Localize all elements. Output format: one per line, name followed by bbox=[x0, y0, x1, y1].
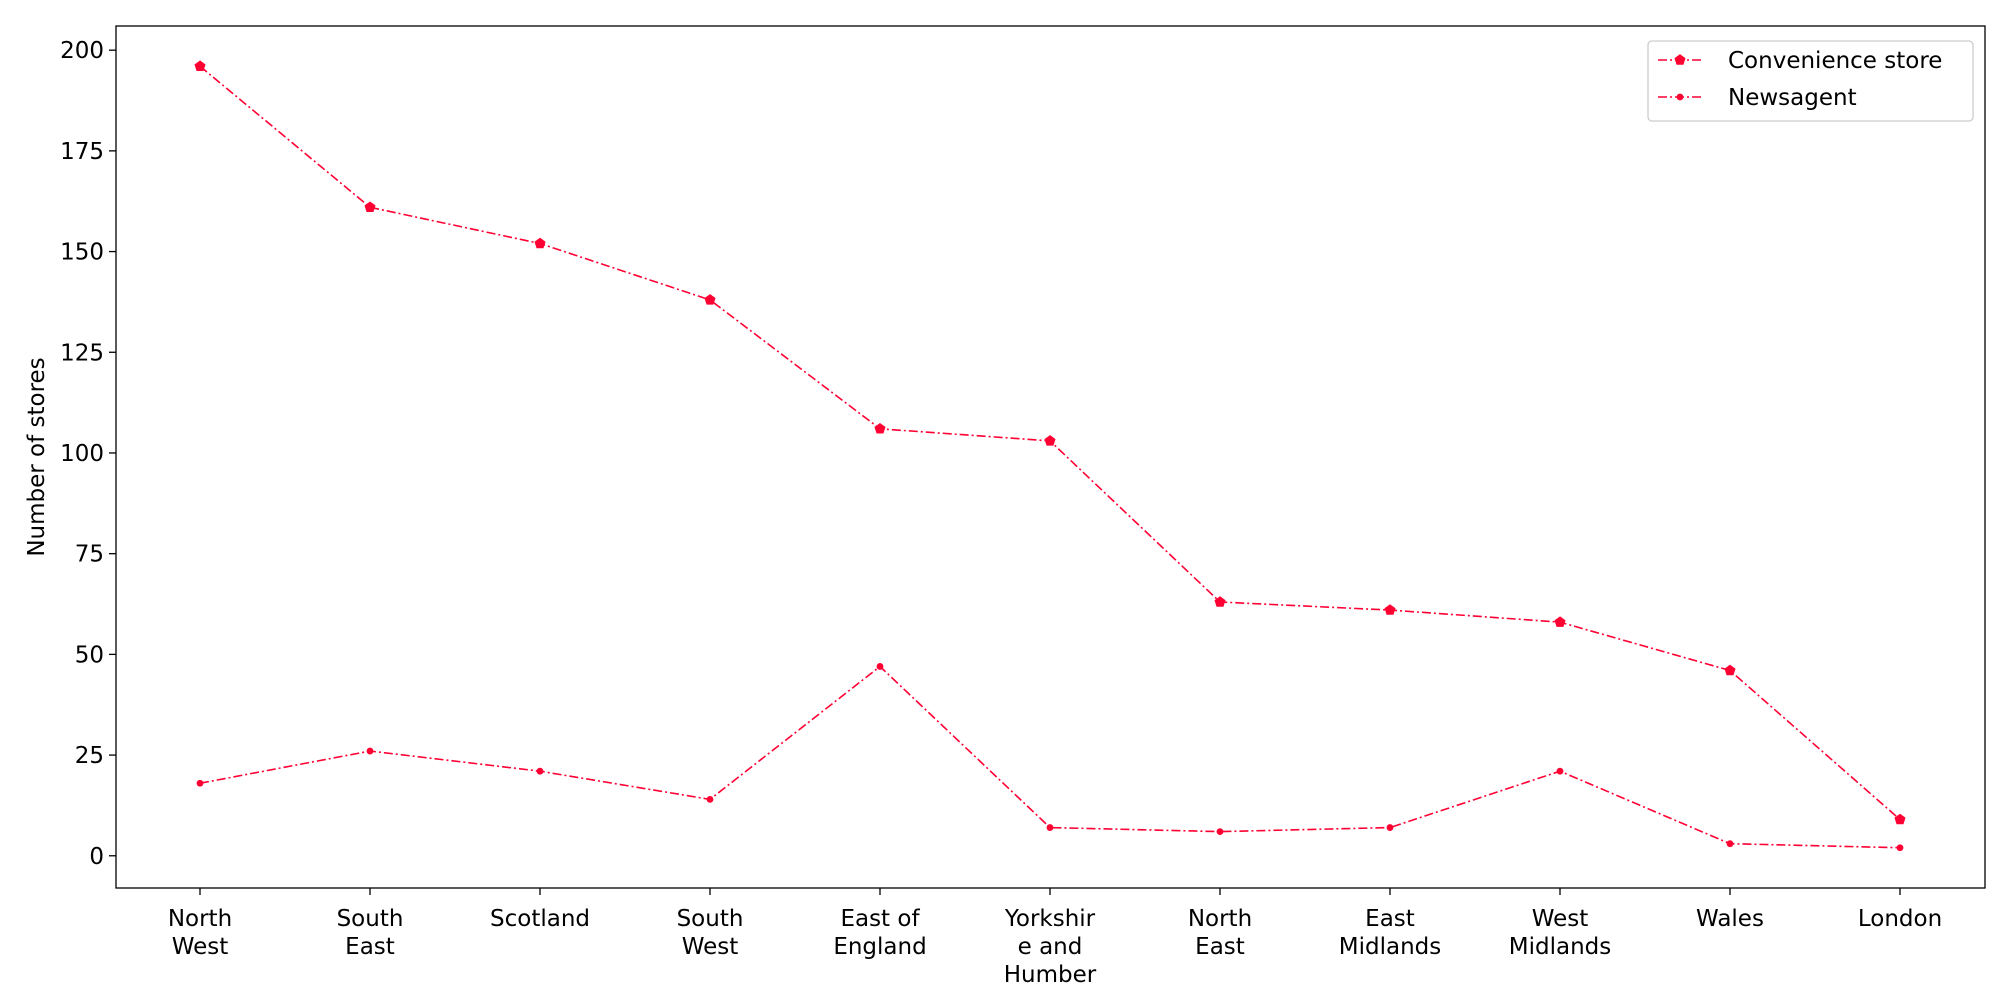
x-tick-label: North West bbox=[168, 906, 232, 960]
data-point bbox=[194, 60, 206, 71]
x-tick-label-line: e and bbox=[1018, 934, 1083, 960]
legend-entry: Convenience store bbox=[1658, 48, 1942, 74]
x-tick-label-line: Yorkshir bbox=[1004, 906, 1096, 932]
data-point bbox=[1386, 824, 1394, 831]
legend-box bbox=[1647, 40, 1974, 122]
legend-entry: Newsagent bbox=[1658, 85, 1857, 111]
x-tick-label-line: Humber bbox=[1004, 962, 1097, 988]
x-tick-label-line: East of bbox=[840, 906, 920, 932]
y-tick-label: 150 bbox=[60, 240, 104, 266]
x-tick-label-line: West bbox=[172, 934, 229, 960]
legend-label: Convenience store bbox=[1728, 48, 1942, 74]
data-point bbox=[1044, 435, 1056, 446]
x-tick-label-line: West bbox=[682, 934, 739, 960]
x-tick-label-line: South bbox=[337, 906, 404, 932]
x-tick-label: Yorkshir e and Humber bbox=[1004, 906, 1097, 988]
x-tick-label-line: East bbox=[345, 934, 395, 960]
y-tick-label: 25 bbox=[75, 743, 104, 769]
y-tick-label: 125 bbox=[60, 340, 104, 366]
legend-label: Newsagent bbox=[1728, 85, 1857, 111]
data-point bbox=[1556, 767, 1564, 775]
x-tick-label: Scotland bbox=[490, 906, 590, 932]
x-tick-label-line: North bbox=[168, 906, 232, 932]
y-tick-label: 0 bbox=[89, 844, 104, 870]
y-tick-label: 100 bbox=[60, 441, 104, 467]
x-tick-label: West Midlands bbox=[1509, 906, 1611, 960]
plot-frame bbox=[115, 25, 1986, 889]
data-point bbox=[1726, 840, 1734, 848]
y-axis: 0 25 50 75 100 125 150 175 200 bbox=[60, 38, 116, 870]
data-point bbox=[1554, 616, 1566, 627]
x-tick-label-line: South bbox=[677, 906, 744, 932]
data-point bbox=[1724, 664, 1736, 676]
x-tick-label-line: London bbox=[1858, 906, 1942, 932]
x-tick-label-line: Scotland bbox=[490, 906, 590, 932]
x-tick-label-line: East bbox=[1365, 906, 1415, 932]
data-point bbox=[364, 201, 376, 212]
y-tick-label: 50 bbox=[75, 642, 104, 668]
x-tick-label-line: Midlands bbox=[1509, 934, 1611, 960]
data-point bbox=[536, 767, 544, 775]
data-point bbox=[876, 663, 884, 670]
data-point bbox=[874, 422, 886, 434]
y-tick-label: 175 bbox=[60, 139, 104, 165]
x-tick-label: Wales bbox=[1696, 906, 1764, 932]
x-tick-label: East Midlands bbox=[1339, 906, 1441, 960]
x-tick-label-line: North bbox=[1188, 906, 1252, 932]
data-point bbox=[534, 237, 546, 249]
series-convenience-store bbox=[194, 60, 1906, 825]
legend-marker bbox=[1676, 93, 1684, 101]
data-point bbox=[1046, 824, 1054, 831]
data-point bbox=[1384, 604, 1396, 615]
data-point bbox=[706, 795, 714, 803]
data-point bbox=[704, 294, 716, 305]
y-axis-title: Number of stores bbox=[24, 357, 50, 556]
series-newsagent bbox=[196, 663, 1904, 852]
legend-marker bbox=[1674, 54, 1686, 65]
x-tick-label-line: West bbox=[1532, 906, 1589, 932]
data-point bbox=[196, 779, 204, 787]
data-point bbox=[1896, 844, 1904, 852]
series-line bbox=[199, 665, 1901, 849]
x-tick-label-line: Midlands bbox=[1339, 934, 1441, 960]
legend: Convenience store Newsagent bbox=[1647, 40, 1974, 122]
x-tick-label: South West bbox=[677, 906, 744, 960]
data-point bbox=[1894, 813, 1906, 825]
series-layer bbox=[194, 60, 1906, 852]
x-tick-label-line: Wales bbox=[1696, 906, 1764, 932]
x-tick-label: South East bbox=[337, 906, 404, 960]
x-tick-label: East of England bbox=[833, 906, 926, 960]
x-tick-label-line: England bbox=[833, 934, 926, 960]
data-point bbox=[1216, 828, 1224, 836]
data-point bbox=[366, 747, 374, 755]
x-tick-label: London bbox=[1858, 906, 1942, 932]
y-tick-label: 200 bbox=[60, 38, 104, 64]
data-point bbox=[1214, 596, 1226, 607]
y-tick-label: 75 bbox=[75, 542, 104, 568]
x-tick-label-line: East bbox=[1195, 934, 1245, 960]
x-tick-label: North East bbox=[1188, 906, 1252, 960]
